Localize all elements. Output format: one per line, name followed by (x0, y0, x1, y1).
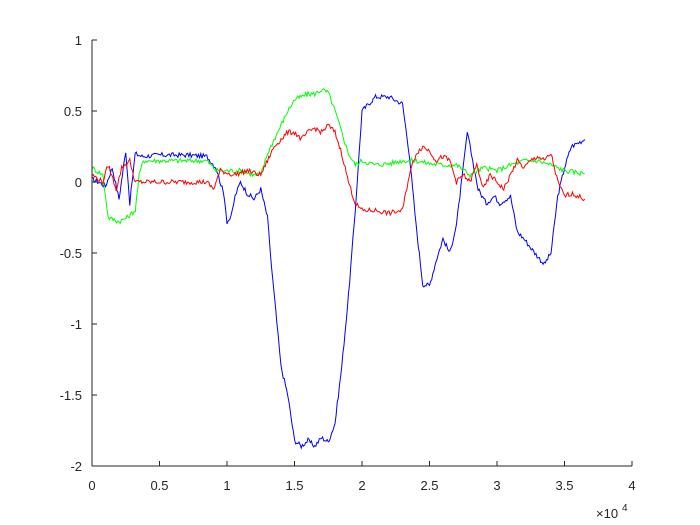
x-tick-label: 2.5 (420, 478, 438, 493)
y-tick-label: -1.5 (60, 388, 82, 403)
series-line-1 (91, 93, 586, 450)
x-tick-label: 0.5 (150, 478, 168, 493)
y-tick-label: 0.5 (64, 104, 82, 119)
series-line-3 (91, 123, 586, 217)
x-exponent-label: ×10 (596, 506, 618, 521)
x-tick-label: 0 (88, 478, 95, 493)
y-tick-label: -0.5 (60, 246, 82, 261)
x-exponent-power: 4 (622, 503, 628, 514)
y-tick-label: -1 (70, 317, 82, 332)
x-tick-label: 3 (493, 478, 500, 493)
x-tick-label: 1.5 (285, 478, 303, 493)
axes-layer: 0 0.5 1 1.5 2 2.5 3 3.5 4 1 0.5 0 -0.5 -1 -1.5 -2 ×10 4 (60, 33, 636, 521)
series-layer (91, 88, 586, 450)
x-tick-label: 1 (223, 478, 230, 493)
x-tick-label: 4 (628, 478, 635, 493)
series-line-2 (91, 88, 585, 225)
x-tick-label: 2 (358, 478, 365, 493)
y-tick-label: 1 (75, 33, 82, 48)
y-tick-label: -2 (70, 459, 82, 474)
x-tick-label: 3.5 (555, 478, 573, 493)
y-tick-label: 0 (75, 175, 82, 190)
